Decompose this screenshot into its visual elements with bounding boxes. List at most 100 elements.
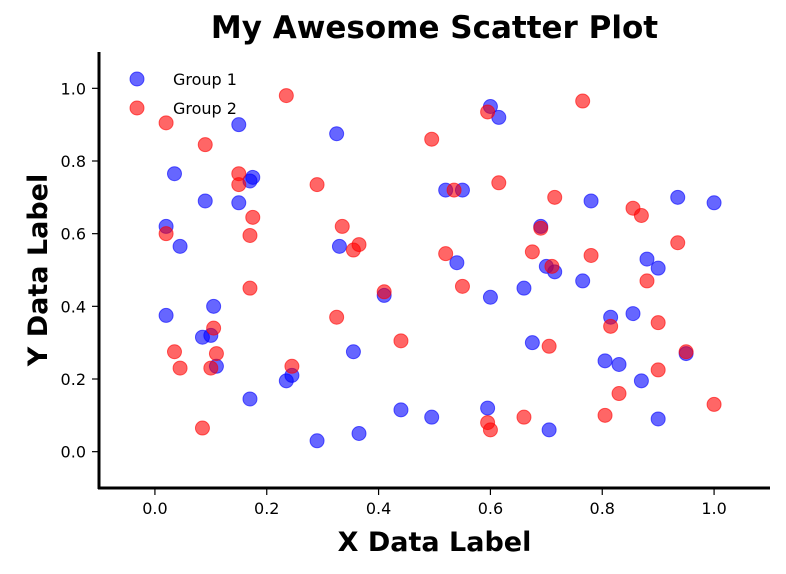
scatter-point-group-1 — [524, 335, 540, 351]
scatter-point-group-1 — [331, 238, 347, 254]
scatter-point-group-1 — [345, 344, 361, 360]
scatter-point-group-2 — [480, 104, 496, 120]
scatter-point-group-2 — [633, 208, 649, 223]
x-ticks: 0.0 0.2 0.4 0.6 0.8 1.0 — [142, 488, 727, 518]
scatter-point-group-2 — [524, 244, 540, 260]
scatter-point-group-1 — [245, 169, 261, 185]
scatter-point-group-2 — [158, 115, 174, 131]
scatter-point-group-1 — [575, 273, 591, 289]
scatter-point-group-2 — [454, 278, 470, 294]
scatter-point-group-1 — [206, 298, 222, 314]
x-tick-label: 0.2 — [254, 499, 279, 518]
scatter-point-group-2 — [516, 409, 532, 425]
scatter-point-group-2 — [376, 284, 392, 300]
scatter-point-group-1 — [639, 251, 655, 267]
scatter-point-group-2 — [491, 175, 507, 191]
scatter-point-group-2 — [284, 358, 300, 374]
y-tick-label: 0.8 — [61, 152, 86, 171]
scatter-point-group-2 — [603, 318, 619, 334]
scatter-point-group-1 — [650, 411, 666, 427]
scatter-point-group-2 — [197, 137, 213, 153]
scatter-point-group-2 — [393, 333, 409, 349]
scatter-point-group-2 — [231, 177, 247, 193]
scatter-point-group-2 — [583, 247, 599, 263]
scatter-point-group-1 — [583, 193, 599, 209]
scatter-point-group-2 — [245, 209, 261, 225]
scatter-point-group-2 — [172, 360, 188, 376]
scatter-point-group-1 — [480, 400, 496, 416]
scatter-point-group-2 — [670, 235, 686, 251]
scatter-point-group-1 — [650, 260, 666, 276]
scatter-point-group-2 — [438, 246, 454, 262]
scatter-point-group-1 — [166, 166, 182, 182]
scatter-point-group-2 — [158, 226, 174, 242]
scatter-point-group-2 — [611, 386, 627, 402]
y-tick-label: 0.0 — [61, 443, 86, 462]
scatter-point-group-2 — [597, 407, 613, 423]
scatter-point-group-2 — [242, 227, 258, 243]
y-tick-label: 0.6 — [61, 225, 86, 244]
scatter-point-group-2 — [424, 131, 440, 147]
scatter-point-group-2 — [706, 396, 722, 412]
points-layer — [158, 88, 722, 449]
scatter-point-group-2 — [533, 220, 549, 236]
scatter-point-group-2 — [547, 189, 563, 205]
y-tick-label: 0.4 — [61, 297, 86, 316]
scatter-point-group-1 — [172, 238, 188, 254]
scatter-point-group-1 — [516, 280, 532, 296]
x-tick-label: 0.6 — [478, 499, 503, 518]
chart-title: My Awesome Scatter Plot — [210, 10, 659, 46]
scatter-point-group-2 — [166, 344, 182, 360]
scatter-point-group-1 — [197, 193, 213, 209]
scatter-point-group-1 — [449, 255, 465, 271]
scatter-point-group-2 — [203, 360, 219, 376]
x-tick-label: 1.0 — [701, 499, 726, 518]
y-ticks: 0.0 0.2 0.4 0.6 0.8 1.0 — [61, 79, 99, 462]
scatter-point-group-2 — [446, 182, 462, 198]
scatter-point-group-2 — [309, 177, 325, 193]
scatter-point-group-1 — [670, 189, 686, 205]
scatter-point-group-2 — [650, 315, 666, 331]
legend-marker-group-1 — [129, 71, 145, 87]
scatter-point-group-2 — [242, 280, 258, 296]
y-tick-label: 1.0 — [61, 79, 86, 98]
y-tick-label: 0.2 — [61, 370, 86, 389]
legend-marker-group-2 — [129, 100, 145, 116]
scatter-point-group-1 — [329, 126, 345, 142]
scatter-point-group-1 — [597, 353, 613, 369]
x-tick-label: 0.0 — [142, 499, 167, 518]
scatter-point-group-1 — [351, 426, 367, 441]
scatter-point-group-2 — [482, 422, 498, 438]
scatter-point-group-2 — [351, 237, 367, 253]
scatter-point-group-2 — [334, 218, 350, 234]
legend-label-group-2: Group 2 — [173, 99, 237, 118]
scatter-point-group-1 — [231, 117, 247, 133]
x-tick-label: 0.4 — [366, 499, 391, 518]
scatter-point-group-2 — [541, 338, 557, 354]
scatter-point-group-2 — [206, 320, 222, 336]
scatter-point-group-1 — [424, 409, 440, 425]
scatter-point-group-1 — [611, 356, 627, 372]
scatter-point-group-1 — [482, 289, 498, 305]
scatter-point-group-2 — [678, 344, 694, 360]
legend-label-group-1: Group 1 — [173, 70, 237, 89]
scatter-point-group-1 — [242, 391, 258, 407]
scatter-point-group-1 — [706, 195, 722, 211]
scatter-point-group-1 — [393, 402, 409, 418]
scatter-point-group-1 — [633, 373, 649, 389]
scatter-point-group-1 — [541, 422, 557, 438]
x-tick-label: 0.8 — [590, 499, 615, 518]
scatter-point-group-2 — [329, 309, 345, 325]
legend: Group 1 Group 2 — [129, 70, 237, 118]
scatter-point-group-2 — [544, 258, 560, 274]
scatter-point-group-2 — [575, 93, 591, 109]
scatter-point-group-1 — [309, 433, 325, 449]
scatter-point-group-1 — [625, 306, 641, 322]
scatter-point-group-2 — [194, 420, 210, 436]
scatter-point-group-1 — [158, 307, 174, 323]
scatter-point-group-2 — [278, 88, 294, 104]
scatter-point-group-2 — [650, 362, 666, 378]
scatter-point-group-2 — [208, 346, 224, 362]
